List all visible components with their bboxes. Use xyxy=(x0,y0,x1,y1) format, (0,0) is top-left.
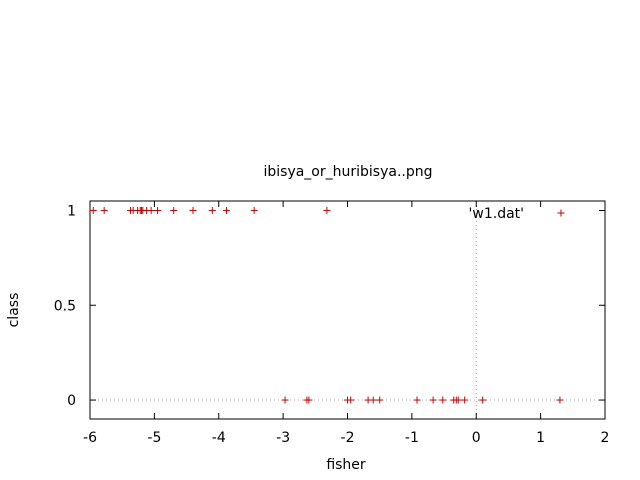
data-point xyxy=(454,396,462,404)
x-axis-label: fisher xyxy=(326,457,366,473)
x-tick-label: -4 xyxy=(212,430,226,446)
data-point xyxy=(170,206,178,214)
y-tick-label: 1 xyxy=(67,203,76,219)
chart-title: ibisya_or_huribisya..png xyxy=(263,164,432,180)
x-tick-label: 1 xyxy=(536,430,545,446)
data-point xyxy=(189,206,197,214)
data-point xyxy=(369,396,377,404)
y-axis-label: class xyxy=(6,293,22,328)
x-tick-label: -3 xyxy=(276,430,290,446)
data-point xyxy=(461,396,469,404)
data-point xyxy=(154,206,162,214)
x-tick-labels: -6 -5 -4 -3 -2 -1 0 1 2 xyxy=(83,430,609,446)
data-point xyxy=(439,396,447,404)
plot-frame xyxy=(89,200,606,420)
x-tick-label: 0 xyxy=(472,430,481,446)
legend-marker xyxy=(557,209,565,217)
data-point xyxy=(413,396,421,404)
legend-key-marker xyxy=(557,209,565,217)
data-point xyxy=(556,396,564,404)
data-point xyxy=(250,206,258,214)
data-point xyxy=(429,396,437,404)
data-point xyxy=(100,206,108,214)
data-point xyxy=(208,206,216,214)
data-point xyxy=(147,206,155,214)
axis-ticks xyxy=(89,201,606,419)
data-point xyxy=(281,396,289,404)
data-point xyxy=(305,396,313,404)
data-point xyxy=(323,206,331,214)
legend: 'w1.dat' xyxy=(469,206,565,222)
y-tick-label: 0 xyxy=(67,393,76,409)
legend-label: 'w1.dat' xyxy=(469,206,524,222)
x-tick-label: 2 xyxy=(601,430,610,446)
data-point xyxy=(222,206,230,214)
data-point xyxy=(89,206,97,214)
x-tick-label: -1 xyxy=(405,430,419,446)
y-tick-label: 0.5 xyxy=(54,298,76,314)
data-point xyxy=(347,396,355,404)
y-tick-labels: 00.51 xyxy=(54,203,76,409)
zero-axes xyxy=(90,201,605,419)
x-tick-label: -6 xyxy=(83,430,97,446)
data-points xyxy=(89,206,564,404)
data-point xyxy=(376,396,384,404)
x-tick-label: -5 xyxy=(147,430,161,446)
x-tick-label: -2 xyxy=(341,430,355,446)
data-point xyxy=(479,396,487,404)
